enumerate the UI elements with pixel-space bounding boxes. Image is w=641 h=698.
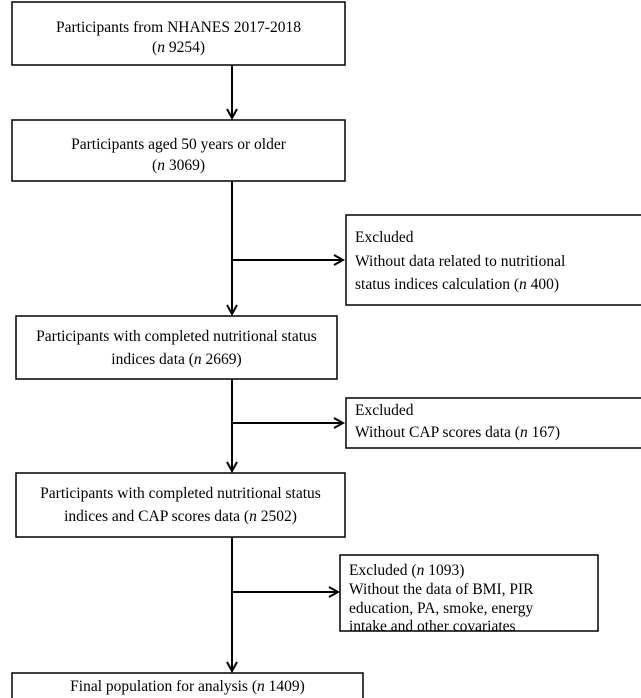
- step-box: [11, 672, 364, 698]
- text-segment: (: [152, 157, 157, 174]
- text-segment: n: [417, 562, 425, 579]
- text-segment: Excluded (: [349, 562, 417, 579]
- text-segment: education, PA, smoke, energy: [349, 600, 534, 617]
- text-segment: indices and CAP scores data (: [64, 508, 249, 525]
- box-text: intake and other covariates: [349, 618, 516, 635]
- exclusion-box: [345, 214, 641, 306]
- box-text: Participants from NHANES 2017-2018: [56, 19, 301, 36]
- text-segment: 9254): [165, 39, 205, 56]
- text-segment: Participants aged 50 years or older: [71, 136, 287, 153]
- box-text: status indices calculation (n 400): [355, 276, 559, 293]
- text-segment: Without the data of BMI, PIR: [349, 581, 534, 598]
- box-text: Participants aged 50 years or older: [71, 136, 287, 153]
- box-text: (n 3069): [152, 157, 205, 174]
- box-text: indices and CAP scores data (n 2502): [64, 508, 297, 525]
- text-segment: Participants with completed nutritional …: [36, 328, 317, 345]
- exclusion-box: [345, 397, 641, 449]
- box-text: education, PA, smoke, energy: [349, 600, 534, 617]
- text-segment: 167): [528, 424, 560, 441]
- box-text: Excluded (n 1093): [349, 562, 464, 579]
- text-segment: 3069): [165, 157, 205, 174]
- text-segment: n: [519, 276, 527, 293]
- text-segment: 1093): [424, 562, 464, 579]
- text-segment: 2502): [257, 508, 297, 525]
- text-segment: indices data (: [111, 351, 194, 368]
- step-box: [15, 472, 346, 538]
- box-text: (n 9254): [152, 39, 205, 56]
- text-segment: Excluded: [355, 402, 414, 419]
- text-segment: 2669): [202, 351, 242, 368]
- box-text: Without CAP scores data (n 167): [355, 424, 560, 441]
- text-segment: (: [152, 39, 157, 56]
- text-segment: Without data related to nutritional: [355, 253, 565, 270]
- box-text: Participants with completed nutritional …: [36, 328, 317, 345]
- box-text: indices data (n 2669): [111, 351, 241, 368]
- text-segment: n: [194, 351, 202, 368]
- text-segment: n: [157, 39, 165, 56]
- text-segment: Participants from NHANES 2017-2018: [56, 19, 301, 36]
- box-text: Without data related to nutritional: [355, 253, 565, 270]
- text-segment: Final population for analysis (: [70, 678, 257, 695]
- exclusion-box: [339, 554, 599, 632]
- text-segment: Participants with completed nutritional …: [40, 485, 321, 502]
- step-box: [11, 1, 346, 66]
- text-segment: 400): [527, 276, 559, 293]
- boxes: Participants from NHANES 2017-2018(n 925…: [11, 1, 641, 698]
- text-segment: intake and other covariates: [349, 618, 516, 635]
- step-box: [15, 315, 338, 380]
- box-text: Final population for analysis (n 1409): [70, 678, 305, 695]
- box-text: Participants with completed nutritional …: [40, 485, 321, 502]
- text-segment: Without CAP scores data (: [355, 424, 520, 441]
- box-text: Excluded: [355, 402, 414, 419]
- text-segment: n: [520, 424, 528, 441]
- text-segment: n: [249, 508, 257, 525]
- text-segment: status indices calculation (: [355, 276, 519, 293]
- text-segment: Excluded: [355, 229, 414, 246]
- text-segment: n: [257, 678, 265, 695]
- box-text: Excluded: [355, 229, 414, 246]
- box-text: Without the data of BMI, PIR: [349, 581, 534, 598]
- text-segment: 1409): [265, 678, 305, 695]
- text-segment: n: [157, 157, 165, 174]
- connectors: [232, 65, 343, 671]
- step-box: [11, 119, 346, 182]
